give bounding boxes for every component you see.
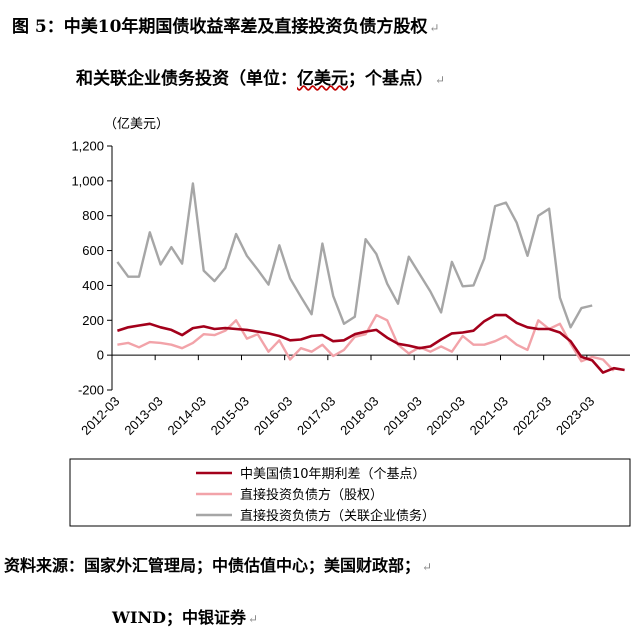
x-tick-label: 2023-03: [553, 394, 597, 438]
spellcheck-underlined-text: 亿美元: [297, 69, 348, 89]
legend-label: 中美国债10年期利差（个基点）: [240, 467, 426, 482]
x-axis: 2012-032013-032014-032015-032016-032017-…: [78, 354, 630, 438]
series-line-0: [117, 313, 625, 374]
paragraph-mark-icon: ↵: [435, 73, 446, 87]
y-axis-unit-label: （亿美元）: [104, 117, 169, 132]
y-tick-label: 800: [82, 208, 104, 223]
series-line-2: [116, 182, 593, 329]
x-tick-label: 2021-03: [467, 394, 511, 438]
y-tick-label: -200: [78, 383, 104, 398]
x-tick-label: 2017-03: [294, 394, 338, 438]
x-tick-label: 2014-03: [165, 394, 209, 438]
legend-label: 直接投资负债方（股权）: [240, 487, 383, 503]
x-tick-label: 2015-03: [208, 394, 252, 438]
series-lines: [116, 182, 625, 374]
x-tick-label: 2016-03: [251, 394, 295, 438]
y-tick-label: 0: [97, 348, 104, 363]
y-tick-label: 1,000: [71, 173, 104, 188]
line-chart: （亿美元） 1,200 1,000 800 600 400 200 0 -200 2012-0…: [69, 117, 631, 527]
source-note-line2: WIND；中银证券 ↵: [112, 608, 259, 627]
chart-legend: 中美国债10年期利差（个基点） 直接投资负债方（股权） 直接投资负债方（关联企业债务…: [69, 458, 631, 527]
x-tick-label: 2012-03: [78, 394, 122, 438]
source-note-line1: 资料来源：国家外汇管理局；中债估值中心；美国财政部； ↵: [4, 556, 433, 575]
paragraph-mark-icon: ↵: [422, 560, 433, 574]
y-tick-label: 400: [82, 278, 104, 293]
figure-caption-line1: 图 5：中美10年期国债收益率差及直接投资负债方股权 ↵: [12, 17, 440, 37]
x-tick-label: 2013-03: [121, 394, 165, 438]
y-tick-label: 200: [82, 313, 104, 328]
y-tick-label: 600: [82, 243, 104, 258]
legend-frame: [69, 458, 631, 527]
x-tick-label: 2019-03: [380, 394, 424, 438]
y-tick-label: 1,200: [71, 139, 104, 154]
series-line-1: [117, 313, 615, 372]
paragraph-mark-icon: ↵: [429, 21, 440, 35]
x-tick-label: 2022-03: [510, 394, 554, 438]
legend-label: 直接投资负债方（关联企业债务）: [240, 508, 435, 524]
y-axis: 1,200 1,000 800 600 400 200 0 -200: [71, 139, 113, 398]
paragraph-mark-icon: ↵: [247, 612, 259, 626]
x-tick-label: 2020-03: [424, 394, 468, 438]
figure-caption-line2: 和关联企业债务投资（单位：亿美元；个基点） ↵: [76, 69, 446, 89]
x-tick-label: 2018-03: [337, 394, 381, 438]
